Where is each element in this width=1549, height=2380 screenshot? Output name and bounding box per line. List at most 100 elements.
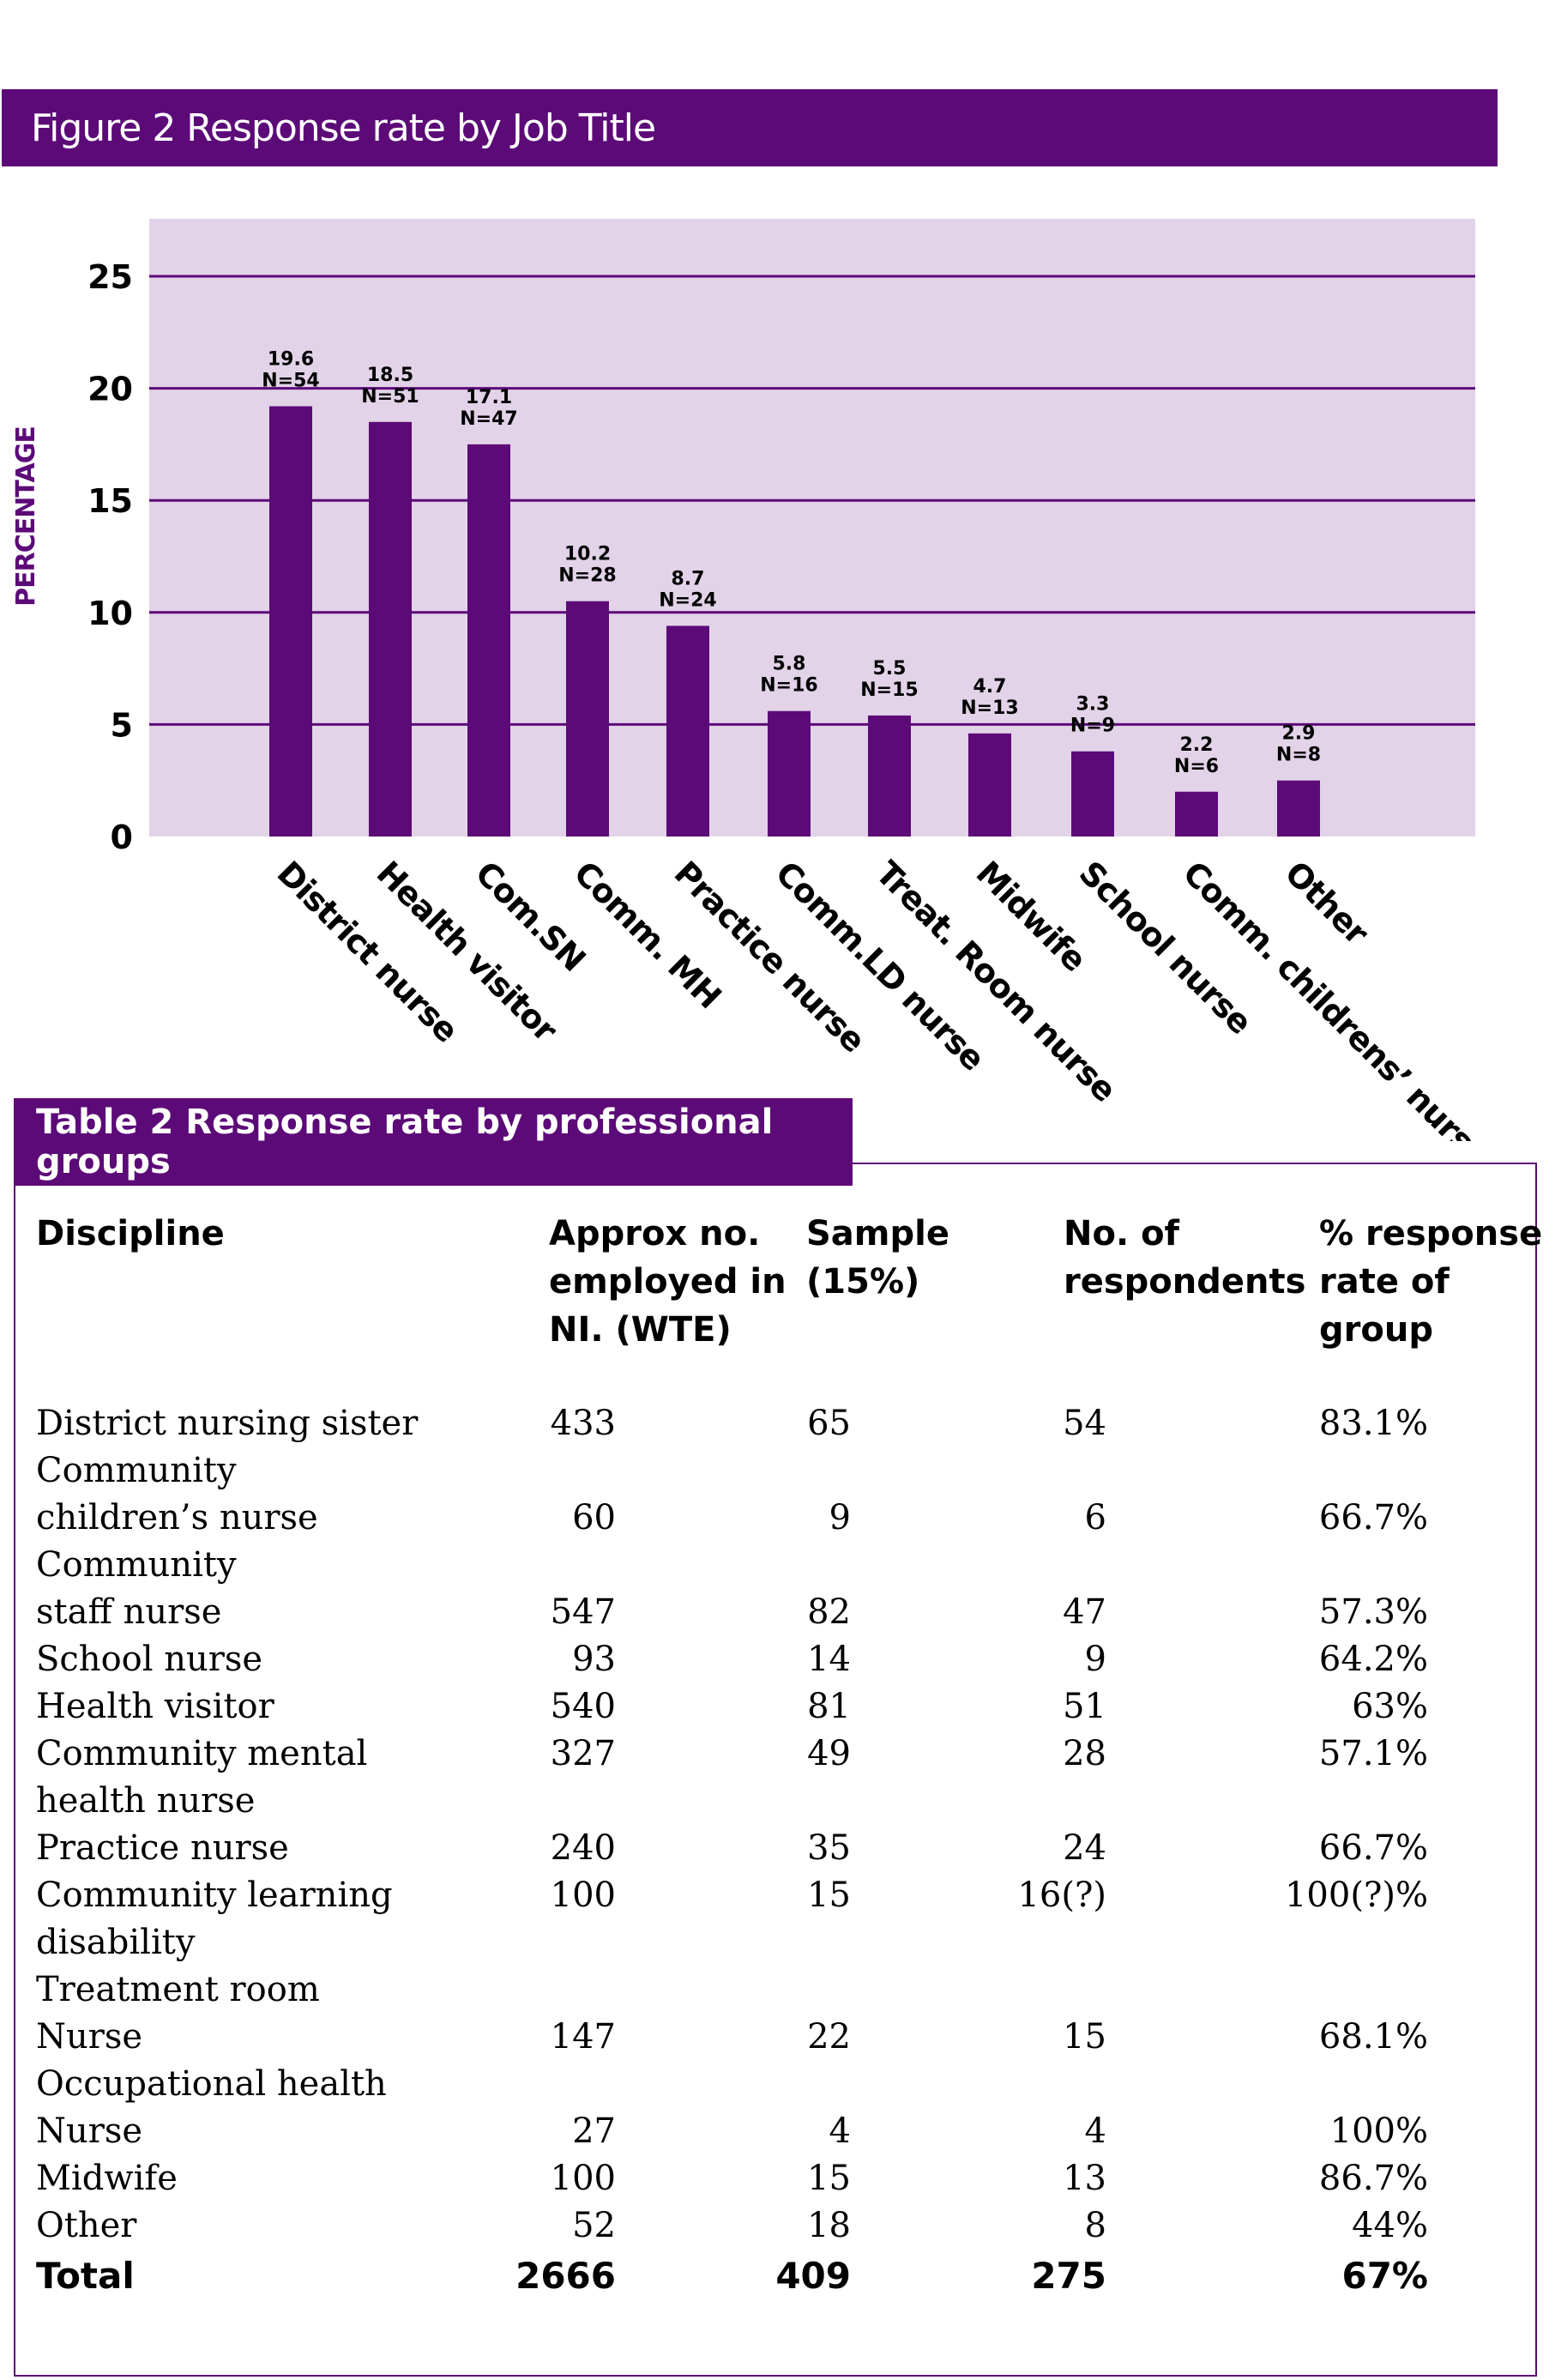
table-cell-discipline: disability <box>36 1923 196 1962</box>
table-cell: 57.1% <box>1318 1734 1428 1773</box>
table-total-cell: 275 <box>1031 2255 1106 2297</box>
table-cell: 54 <box>1063 1404 1106 1443</box>
column-header: group <box>1319 1310 1433 1350</box>
bar-n-label: N=6 <box>1174 756 1219 777</box>
bar-n-label: N=8 <box>1276 745 1321 766</box>
bar-value-label: 5.5 <box>873 658 907 680</box>
table-cell-discipline: children’s nurse <box>36 1498 318 1537</box>
bar <box>269 406 312 837</box>
bar-n-label: N=13 <box>961 698 1018 719</box>
bar-value-label: 2.9 <box>1282 723 1316 745</box>
x-tick-label: Health visitor <box>370 854 565 1049</box>
table-cell-discipline: health nurse <box>36 1781 256 1821</box>
x-tick-label: Other <box>1278 854 1377 952</box>
table-cell: 22 <box>807 2017 851 2057</box>
bar <box>666 625 709 837</box>
y-tick-label: 5 <box>111 706 133 744</box>
table-cell-discipline: Health visitor <box>36 1687 274 1726</box>
column-header: No. of <box>1064 1214 1179 1253</box>
table-cell: 82 <box>807 1592 851 1632</box>
bar-n-label: N=47 <box>460 408 517 430</box>
table-total-cell: 2666 <box>515 2255 616 2297</box>
bar-n-label: N=16 <box>760 675 817 697</box>
table-cell: 52 <box>572 2206 616 2245</box>
table-cell: 9 <box>829 1498 851 1537</box>
table-cell-discipline: Nurse <box>36 2017 143 2057</box>
bar-value-label: 17.1 <box>466 387 512 408</box>
bar <box>467 444 510 837</box>
table-cell: 35 <box>807 1828 851 1868</box>
column-header: (15%) <box>806 1262 920 1302</box>
table-cell: 9 <box>1084 1640 1106 1679</box>
column-header: Approx no. <box>549 1214 761 1253</box>
table-cell-discipline: Midwife <box>36 2159 178 2198</box>
bar <box>868 715 911 837</box>
bar <box>1277 780 1320 837</box>
table-cell: 49 <box>807 1734 851 1773</box>
bar-n-label: N=28 <box>558 565 616 587</box>
table-cell: 66.7% <box>1318 1498 1428 1537</box>
table-cell-discipline: Community <box>36 1545 237 1585</box>
bar-value-label: 5.8 <box>773 654 806 675</box>
table-cell-discipline: Community learning <box>36 1876 393 1915</box>
table-cell: 47 <box>1063 1592 1106 1632</box>
table-cell: 100 <box>550 1876 616 1915</box>
table-cell: 547 <box>550 1592 616 1632</box>
table-cell: 60 <box>572 1498 616 1537</box>
table-cell-discipline: Other <box>36 2206 137 2245</box>
table-cell: 16(?) <box>1017 1876 1106 1915</box>
column-header: NI. (WTE) <box>549 1310 732 1350</box>
table-title: Table 2 Response rate by professional gr… <box>14 1098 853 1186</box>
bar <box>566 601 609 837</box>
table-cell: 433 <box>550 1404 616 1443</box>
y-tick-label: 20 <box>87 371 133 408</box>
x-tick-label: District nurse <box>270 854 466 1049</box>
bar-n-label: N=54 <box>262 370 319 391</box>
y-tick-label: 0 <box>111 819 133 856</box>
table-cell: 93 <box>572 1640 616 1679</box>
bar-n-label: N=51 <box>361 386 419 408</box>
bar <box>768 710 811 837</box>
bar-value-label: 3.3 <box>1076 694 1110 716</box>
table-cell-discipline: School nurse <box>36 1640 263 1679</box>
bar-value-label: 4.7 <box>973 676 1007 698</box>
table-cell-discipline: District nursing sister <box>36 1404 419 1443</box>
y-tick-label: 25 <box>87 258 133 296</box>
table-cell: 540 <box>550 1687 616 1726</box>
table-cell: 65 <box>807 1404 851 1443</box>
table-cell: 240 <box>550 1828 616 1868</box>
table-cell-discipline: Community <box>36 1451 237 1490</box>
table-cell: 8 <box>1084 2206 1106 2245</box>
table-cell: 63% <box>1352 1687 1428 1726</box>
y-tick-label: 15 <box>87 482 133 520</box>
table-cell: 14 <box>807 1640 851 1679</box>
table-cell: 13 <box>1063 2159 1106 2198</box>
y-tick-label: 10 <box>87 595 133 632</box>
column-header: employed in <box>549 1262 787 1302</box>
table-cell: 147 <box>550 2017 616 2057</box>
table-cell: 18 <box>807 2206 851 2245</box>
column-header: % response <box>1319 1214 1543 1253</box>
table-cell: 83.1% <box>1318 1404 1428 1443</box>
table-cell: 81 <box>807 1687 851 1726</box>
bar-n-label: N=24 <box>659 589 716 611</box>
bar-n-label: N=15 <box>860 680 918 701</box>
table-cell: 15 <box>807 2159 851 2198</box>
bar <box>968 733 1011 837</box>
table-cell: 6 <box>1084 1498 1106 1537</box>
bar <box>1175 791 1218 837</box>
table-cell: 86.7% <box>1318 2159 1428 2198</box>
bar-value-label: 2.2 <box>1180 734 1214 756</box>
column-header: Discipline <box>36 1214 225 1253</box>
x-tick-label: Practice nurse <box>667 854 873 1060</box>
table-cell: 100% <box>1329 2111 1428 2151</box>
table-cell: 100 <box>550 2159 616 2198</box>
table-cell: 44% <box>1352 2206 1428 2245</box>
column-header: Sample <box>806 1214 949 1253</box>
bar-value-label: 19.6 <box>268 348 314 370</box>
table-cell: 15 <box>807 1876 851 1915</box>
table-cell-discipline: Nurse <box>36 2111 143 2151</box>
column-header: respondents <box>1064 1262 1306 1302</box>
bar-value-label: 10.2 <box>564 544 611 565</box>
bar <box>1071 751 1114 837</box>
